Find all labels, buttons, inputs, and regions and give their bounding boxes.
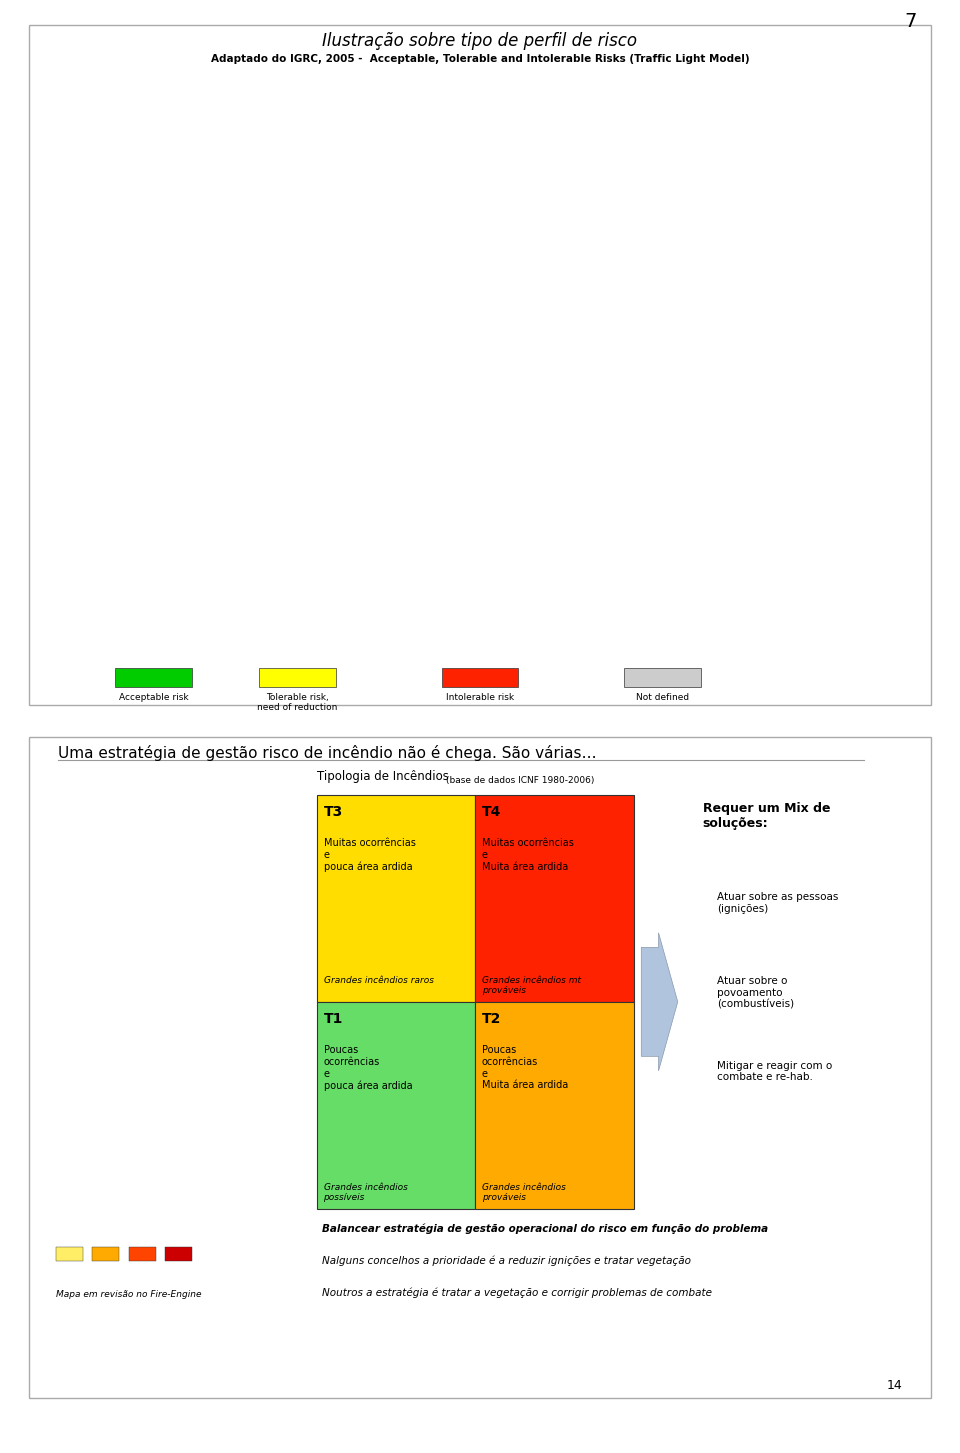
Text: Atuar sobre o
povoamento
(combustíveis): Atuar sobre o povoamento (combustíveis) — [717, 976, 794, 1010]
Text: T3: T3 — [324, 805, 343, 819]
Text: Grandes incêndios mt
prováveis: Grandes incêndios mt prováveis — [482, 976, 581, 995]
Text: Poucas
ocorrências
e
pouca área ardida: Poucas ocorrências e pouca área ardida — [324, 1046, 412, 1091]
Text: T1: T1 — [324, 1011, 343, 1026]
Text: III: III — [236, 363, 250, 378]
Text: T2: T2 — [482, 1011, 501, 1026]
Text: Ilustração sobre tipo de perfil de risco: Ilustração sobre tipo de perfil de risco — [323, 32, 637, 49]
Text: IV: IV — [310, 227, 325, 241]
Polygon shape — [122, 950, 158, 1017]
Text: Muitas ocorrências
e
pouca área ardida: Muitas ocorrências e pouca área ardida — [324, 838, 416, 872]
Text: Balancear estratégia de gestão operacional do risco em função do problema: Balancear estratégia de gestão operacion… — [322, 1223, 768, 1234]
Text: T4: T4 — [482, 805, 501, 819]
Text: Intolerable risk: Intolerable risk — [446, 693, 514, 702]
Text: Grandes incêndios
prováveis: Grandes incêndios prováveis — [482, 1183, 565, 1202]
Polygon shape — [140, 998, 180, 1065]
Polygon shape — [99, 1128, 135, 1190]
Text: Muitas ocorrências
e
Muita área ardida: Muitas ocorrências e Muita área ardida — [482, 838, 574, 872]
Text: Adaptado do IGRC, 2005 -  Acceptable, Tolerable and Intolerable Risks (Traffic L: Adaptado do IGRC, 2005 - Acceptable, Tol… — [210, 54, 750, 64]
Text: Acceptable risk: Acceptable risk — [119, 693, 188, 702]
Text: Atuar sobre as pessoas
(ignições): Atuar sobre as pessoas (ignições) — [717, 892, 838, 914]
Text: Reduction necessary: Reduction necessary — [210, 439, 326, 449]
Text: 14: 14 — [887, 1379, 902, 1392]
Text: I: I — [158, 493, 163, 509]
Text: II: II — [677, 363, 685, 378]
Text: Grandes incêndios
possíveis: Grandes incêndios possíveis — [324, 1183, 407, 1202]
Text: Mapa em revisão no Fire-Engine: Mapa em revisão no Fire-Engine — [56, 1290, 202, 1299]
X-axis label: Extensão dos danos: Extensão dos danos — [444, 664, 555, 674]
Text: Prohibition or Substitution: Prohibition or Substitution — [434, 307, 597, 320]
Polygon shape — [117, 892, 156, 960]
Text: Tolerable risk,
need of reduction: Tolerable risk, need of reduction — [257, 693, 338, 712]
Text: Nalguns concelhos a prioridade é a reduzir ignições e tratar vegetação: Nalguns concelhos a prioridade é a reduz… — [322, 1255, 690, 1266]
Polygon shape — [94, 825, 214, 1248]
Polygon shape — [132, 1113, 173, 1186]
Text: Not defined: Not defined — [636, 693, 689, 702]
Text: Poucas
ocorrências
e
Muita área ardida: Poucas ocorrências e Muita área ardida — [482, 1046, 568, 1090]
Text: Uma estratégia de gestão risco de incêndio não é chega. São várias…: Uma estratégia de gestão risco de incênd… — [58, 745, 596, 761]
Text: Noutros a estratégia é tratar a vegetação e corrigir problemas de combate: Noutros a estratégia é tratar a vegetaçã… — [322, 1287, 711, 1298]
Text: (base de dados ICNF 1980-2006): (base de dados ICNF 1980-2006) — [446, 776, 595, 785]
Polygon shape — [106, 1023, 145, 1094]
Text: Acceptable: Acceptable — [138, 535, 200, 545]
Text: Grandes incêndios raros: Grandes incêndios raros — [324, 976, 434, 985]
Y-axis label: Probabilidade de acontecer: Probabilidade de acontecer — [74, 282, 84, 436]
Text: Requer um Mix de
soluções:: Requer um Mix de soluções: — [703, 802, 830, 830]
Text: 7: 7 — [904, 12, 917, 31]
Text: Tipologia de Incêndios: Tipologia de Incêndios — [317, 770, 448, 783]
Text: Mitigar e reagir com o
combate e re-hab.: Mitigar e reagir com o combate e re-hab. — [717, 1061, 832, 1082]
